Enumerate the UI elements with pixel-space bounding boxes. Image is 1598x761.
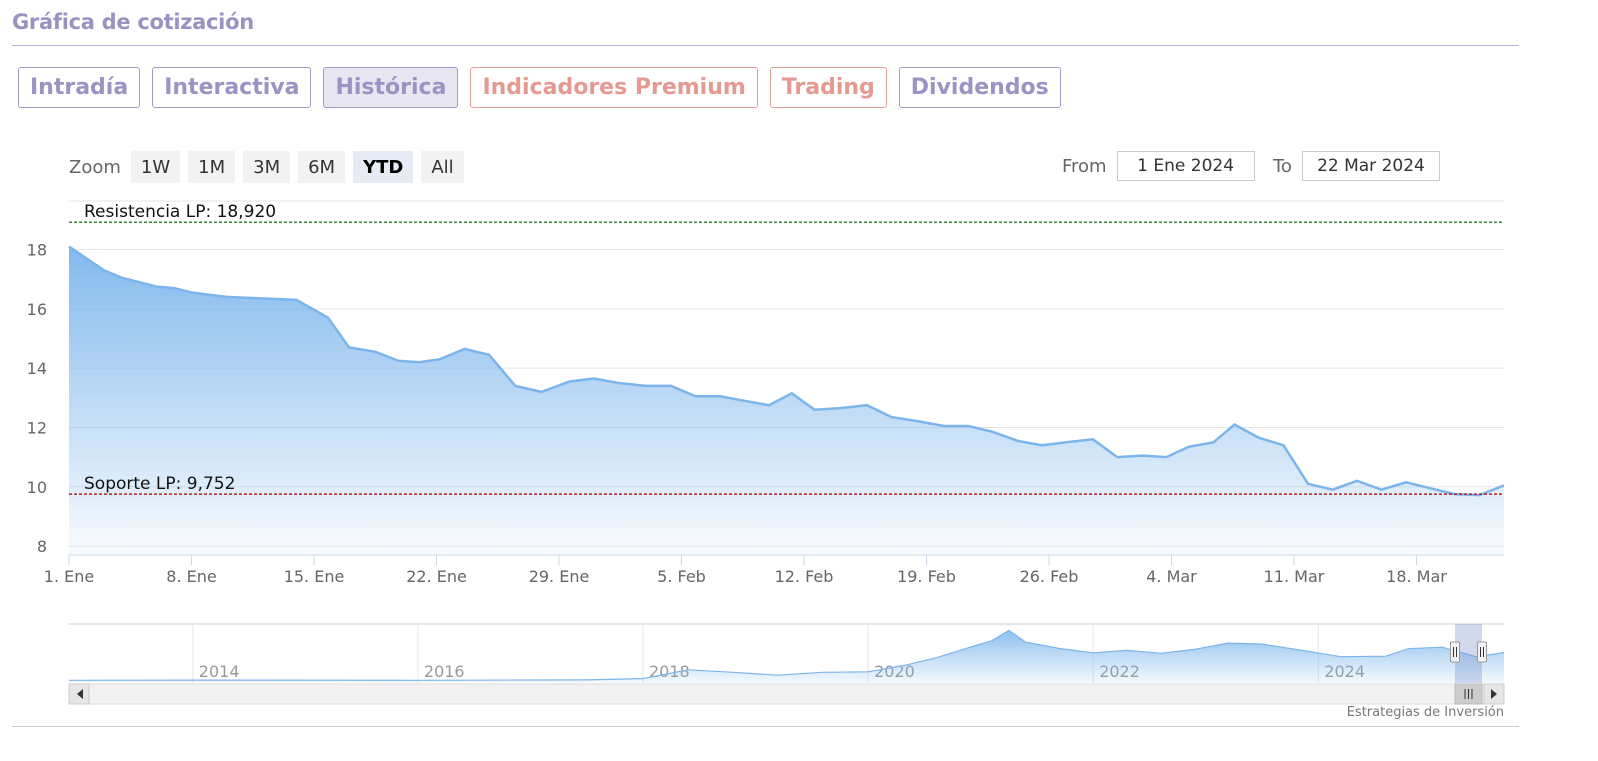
plot-line-label: Resistencia LP: 18,920 — [84, 202, 276, 222]
chart-grid — [69, 200, 1504, 547]
x-tick-label: 4. Mar — [1146, 567, 1197, 586]
scrollbar-right-button — [1483, 683, 1505, 705]
range-from-label: From — [1062, 155, 1107, 177]
x-axis: 1. Ene 8. Ene 15. Ene 22. Ene 29. Ene 5. Feb 1… — [44, 554, 1504, 586]
tab-historica[interactable]: Histórica — [323, 67, 459, 108]
navigator-series-line — [68, 629, 1505, 681]
y-tick-label: 12 — [27, 418, 47, 437]
y-tick-label: 10 — [27, 478, 47, 497]
x-tick-label: 5. Feb — [657, 567, 706, 586]
navigator-year-label: 2014 — [199, 662, 240, 681]
x-tick-label: 11. Mar — [1264, 567, 1325, 586]
title-divider — [12, 45, 1519, 46]
navigator-year-label: 2016 — [424, 662, 465, 681]
tab-indicadores-premium[interactable]: Indicadores Premium — [470, 67, 758, 108]
navigator-year-label: 2024 — [1324, 662, 1365, 681]
zoom-all-button[interactable]: All — [421, 151, 464, 183]
zoom-6m-button[interactable]: 6M — [298, 151, 346, 183]
x-tick-label: 18. Mar — [1386, 567, 1447, 586]
tab-interactiva[interactable]: Interactiva — [152, 67, 312, 108]
tab-dividendos[interactable]: Dividendos — [898, 67, 1061, 108]
y-tick-label: 16 — [27, 300, 47, 319]
scrollbar-left-button — [68, 683, 90, 705]
navigator-right-handle — [1477, 641, 1487, 663]
y-tick-label: 8 — [37, 537, 47, 556]
y-axis: 8 10 12 14 16 18 — [27, 240, 47, 556]
x-tick-label: 26. Feb — [1020, 567, 1079, 586]
navigator-left-handle — [1450, 641, 1460, 663]
zoom-label: Zoom — [69, 156, 121, 178]
plot-line-label: Soporte LP: 9,752 — [84, 474, 235, 494]
scroll-right-arrow-icon — [1491, 689, 1497, 699]
tab-intradia[interactable]: Intradía — [18, 67, 141, 108]
zoom-selector: Zoom 1W 1M 3M 6M YTD All — [69, 151, 464, 183]
x-tick-label: 19. Feb — [897, 567, 956, 586]
range-to-label: To — [1273, 155, 1292, 177]
navigator: 2014 2016 2018 2020 2022 2024 — [68, 623, 1505, 705]
tab-trading[interactable]: Trading — [769, 67, 887, 108]
navigator-year-label: 2022 — [1099, 662, 1140, 681]
series-line — [68, 245, 1505, 497]
plot-lines: Resistencia LP: 18,920 Soporte LP: 9,752 — [69, 202, 1504, 495]
zoom-ytd-button[interactable]: YTD — [353, 151, 414, 183]
x-tick-label: 12. Feb — [775, 567, 834, 586]
range-from-input[interactable]: 1 Ene 2024 — [1116, 151, 1255, 181]
range-to-input[interactable]: 22 Mar 2024 — [1301, 151, 1440, 181]
zoom-1w-button[interactable]: 1W — [130, 151, 181, 183]
zoom-1m-button[interactable]: 1M — [188, 151, 236, 183]
navigator-year-label: 2018 — [649, 662, 690, 681]
navigator-background — [69, 624, 1504, 683]
range-to: To 22 Mar 2024 — [1273, 151, 1440, 181]
chart-credits: Estrategias de Inversión — [1346, 705, 1504, 720]
x-tick-label: 29. Ene — [529, 567, 590, 586]
page-title: Gráfica de cotización — [12, 10, 254, 34]
y-tick-label: 14 — [27, 359, 47, 378]
series-area — [69, 246, 1504, 555]
range-from: From 1 Ene 2024 — [1062, 151, 1255, 181]
zoom-3m-button[interactable]: 3M — [243, 151, 291, 183]
x-tick-label: 22. Ene — [406, 567, 467, 586]
scrollbar-track — [68, 683, 1505, 705]
x-tick-label: 15. Ene — [284, 567, 345, 586]
scroll-left-arrow-icon — [77, 689, 83, 699]
scrollbar-thumb — [1454, 683, 1483, 705]
bottom-divider — [12, 726, 1519, 727]
navigator-year-label: 2020 — [874, 662, 915, 681]
navigator-selection-mask — [1455, 624, 1482, 683]
x-tick-label: 1. Ene — [44, 567, 94, 586]
y-tick-label: 18 — [27, 240, 47, 259]
x-tick-label: 8. Ene — [166, 567, 216, 586]
chart-tabs: Intradía Interactiva Histórica Indicador… — [18, 67, 1061, 108]
navigator-series-area — [69, 630, 1504, 683]
